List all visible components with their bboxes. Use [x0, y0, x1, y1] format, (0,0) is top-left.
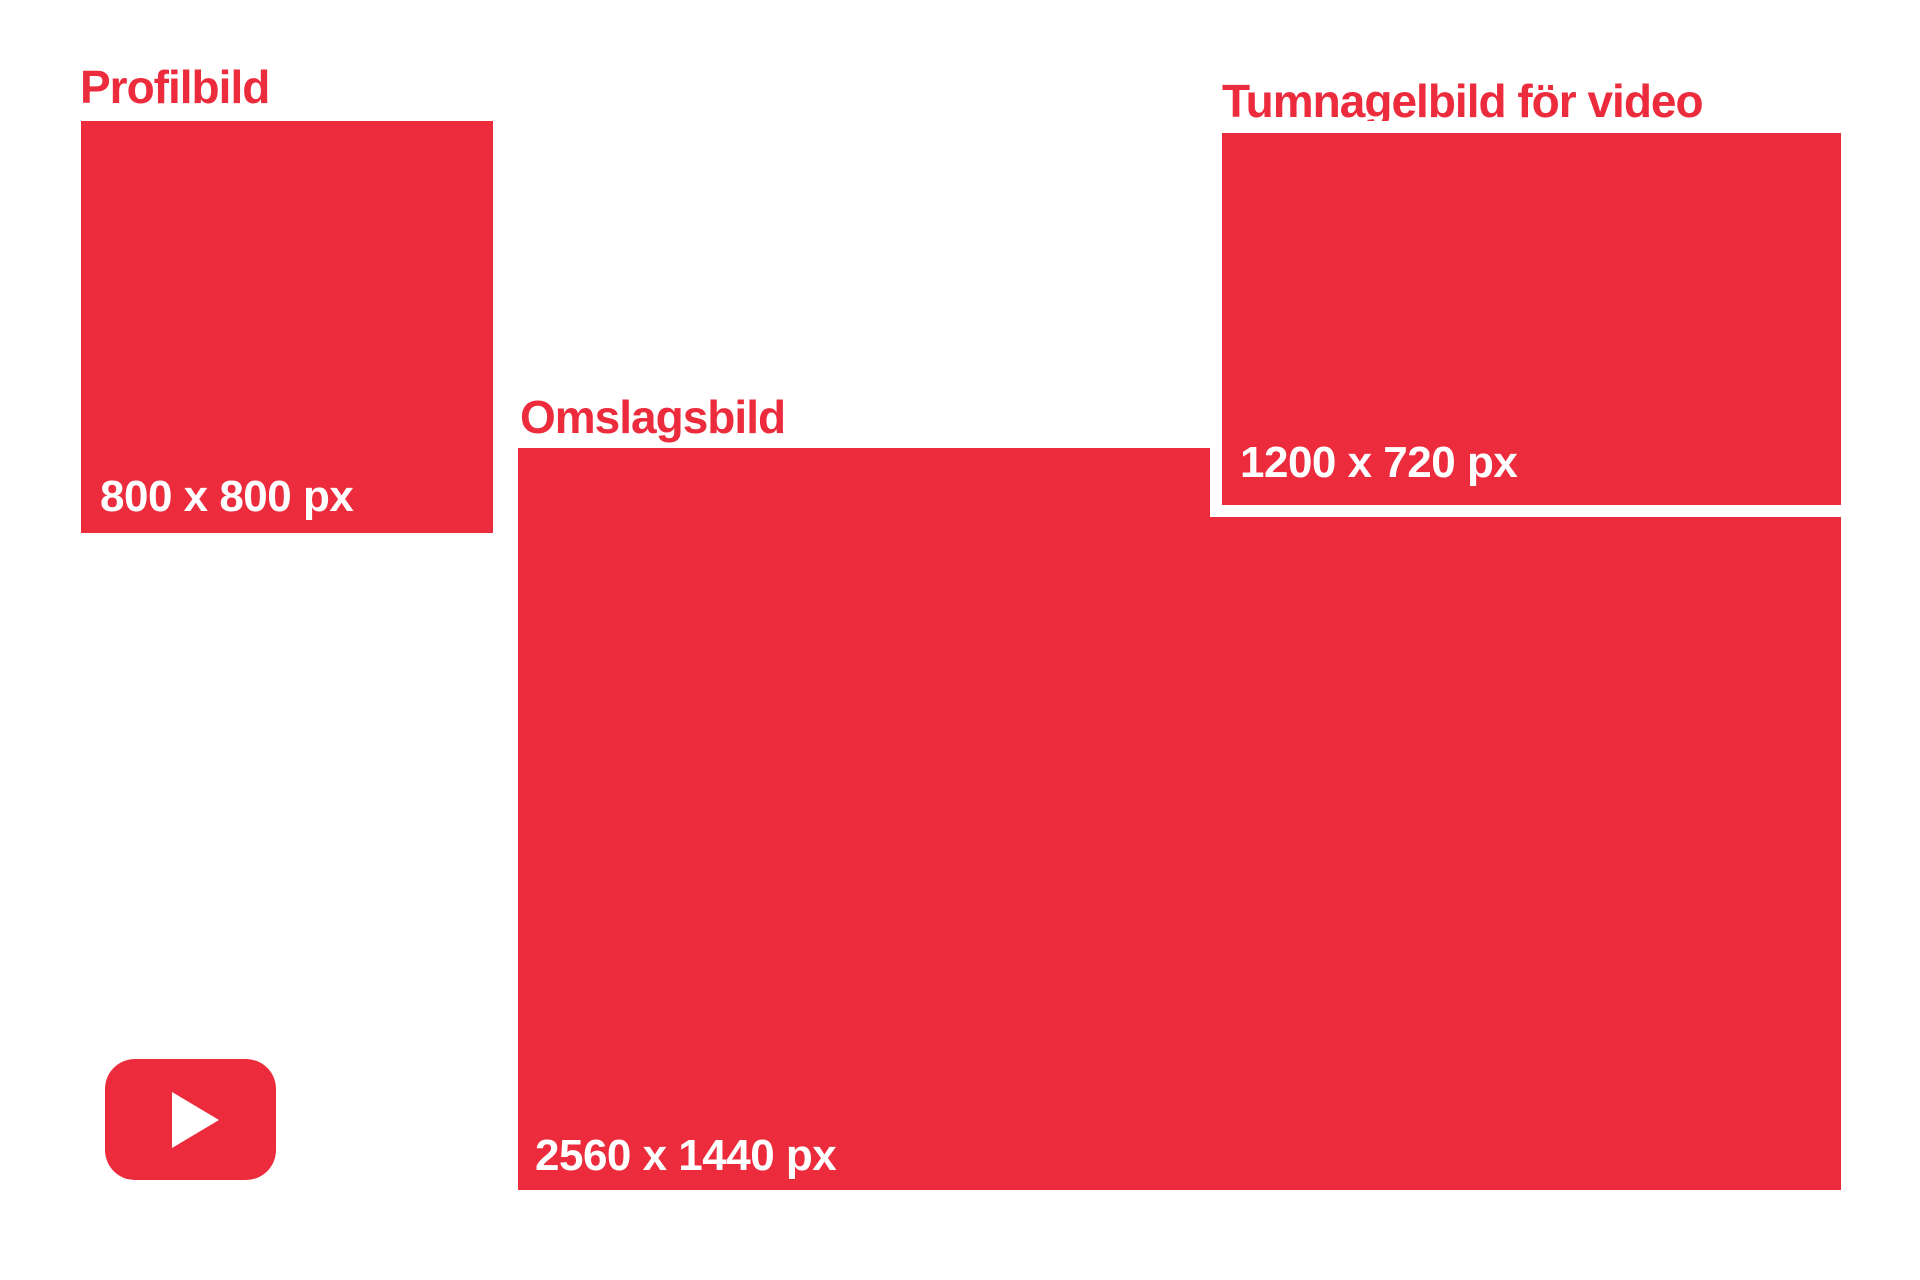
cover-image-size-label: 2560 x 1440 px: [535, 1131, 837, 1180]
profile-image-title: Profilbild: [80, 61, 270, 113]
cover-image-rect: 2560 x 1440 px: [518, 448, 1841, 1190]
youtube-play-icon: [105, 1059, 276, 1180]
profile-image-rect: 800 x 800 px: [81, 121, 493, 533]
video-thumbnail-size-label: 1200 x 720 px: [1240, 438, 1518, 487]
cover-image-title: Omslagsbild: [520, 391, 786, 443]
profile-image-size-label: 800 x 800 px: [100, 472, 354, 521]
play-triangle-icon: [172, 1092, 219, 1148]
video-thumbnail-rect: 1200 x 720 px: [1222, 133, 1841, 505]
video-thumbnail-title: Tumnagelbild för video: [1222, 75, 1704, 127]
